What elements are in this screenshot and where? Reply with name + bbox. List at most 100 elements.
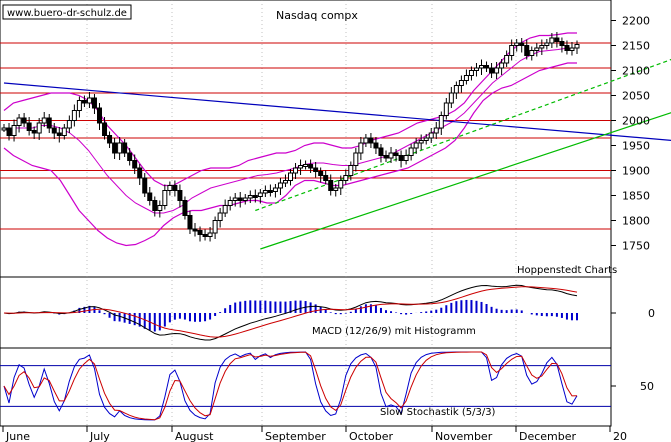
candle-body — [217, 212, 223, 221]
candle-body — [41, 117, 47, 124]
candle-body — [418, 140, 424, 144]
price-tick-label: 2100 — [622, 65, 650, 78]
candle-body — [358, 142, 364, 154]
candle-body — [112, 142, 118, 154]
candle-body — [378, 147, 384, 156]
candle-body — [559, 41, 565, 46]
candle-body — [36, 122, 42, 134]
candle-body — [288, 172, 293, 181]
candle-body — [117, 142, 123, 154]
candle-body — [383, 155, 389, 159]
candle-body — [282, 180, 288, 184]
candle-body — [247, 195, 253, 199]
price-chart-title: Nasdaq compx — [276, 9, 358, 22]
candle-body — [423, 137, 429, 141]
source-label: Hoppenstedt Charts — [517, 265, 617, 276]
candle-body — [373, 142, 379, 149]
candle-body — [272, 187, 278, 192]
candle-body — [257, 192, 263, 197]
candle-body — [71, 110, 77, 121]
candle-body — [192, 228, 198, 232]
upper-band — [3, 32, 577, 187]
macd-line — [3, 284, 578, 341]
candle-body — [328, 180, 334, 191]
candle-body — [152, 200, 158, 211]
candle-body — [232, 197, 238, 201]
candle-body — [21, 117, 27, 124]
candle-body — [26, 122, 32, 131]
candle-body — [162, 190, 168, 206]
candle-body — [107, 135, 113, 144]
candle-body — [473, 67, 479, 71]
price-tick-label: 1750 — [622, 240, 650, 253]
candle-body — [293, 167, 299, 174]
candle-body — [46, 117, 52, 129]
candle-body — [554, 37, 560, 42]
month-label: August — [175, 430, 214, 442]
candle-body — [519, 42, 525, 46]
candle-body — [348, 165, 354, 176]
candle-body — [524, 45, 530, 56]
candle-body — [393, 152, 399, 156]
price-layer — [0, 32, 671, 250]
candle-body — [433, 127, 439, 134]
candle-body — [177, 190, 183, 201]
candle-body — [353, 152, 359, 166]
candle-body — [86, 97, 92, 104]
candle-body — [398, 155, 404, 161]
candle-body — [227, 200, 233, 206]
candle-body — [489, 67, 495, 74]
month-label: 20 — [613, 430, 627, 442]
month-label: October — [349, 430, 393, 442]
candle-body — [534, 47, 540, 51]
price-tick-label: 2050 — [622, 90, 650, 103]
candle-body — [242, 197, 248, 201]
macd-title: MACD (12/26/9) mit Histogramm — [312, 326, 476, 337]
candle-body — [514, 42, 520, 46]
macd-tick-label: 0 — [648, 307, 655, 320]
candle-body — [298, 165, 304, 169]
candle-body — [529, 50, 535, 56]
candle-body — [468, 70, 474, 76]
candle-body — [97, 107, 102, 124]
candle-body — [187, 215, 193, 230]
candle-body — [31, 130, 37, 134]
candle-body — [267, 190, 273, 193]
candle-body — [262, 190, 268, 194]
candle-body — [338, 180, 344, 189]
candle-body — [207, 232, 213, 237]
candle-body — [252, 195, 258, 198]
trendline-down — [3, 82, 671, 141]
candle-body — [333, 187, 339, 191]
candle-body — [438, 115, 444, 129]
candle-body — [102, 122, 108, 136]
candle-body — [323, 175, 329, 181]
candle-body — [574, 44, 580, 49]
candle-body — [343, 175, 349, 181]
candle-body — [6, 127, 12, 136]
candle-body — [413, 142, 419, 149]
candle-body — [51, 127, 57, 134]
candle-body — [132, 160, 138, 169]
candle-body — [443, 102, 449, 116]
grid-lines — [86, 0, 517, 426]
price-tick-label: 1850 — [622, 190, 650, 203]
candle-body — [167, 185, 173, 191]
stoch-panel-frame — [0, 347, 612, 427]
candle-body — [564, 45, 570, 51]
trendline-up_channel — [255, 58, 671, 212]
candle-body — [61, 127, 67, 136]
candle-body — [569, 47, 575, 51]
watermark-box — [2, 4, 132, 20]
candle-body — [544, 42, 550, 46]
stoch-d-line — [3, 351, 578, 421]
macd-signal-line — [3, 286, 578, 338]
candle-body — [237, 197, 243, 201]
candle-body — [428, 132, 434, 139]
candle-body — [182, 200, 188, 216]
candle-body — [172, 185, 178, 191]
candle-body — [388, 152, 394, 159]
macd-layer — [3, 284, 578, 341]
